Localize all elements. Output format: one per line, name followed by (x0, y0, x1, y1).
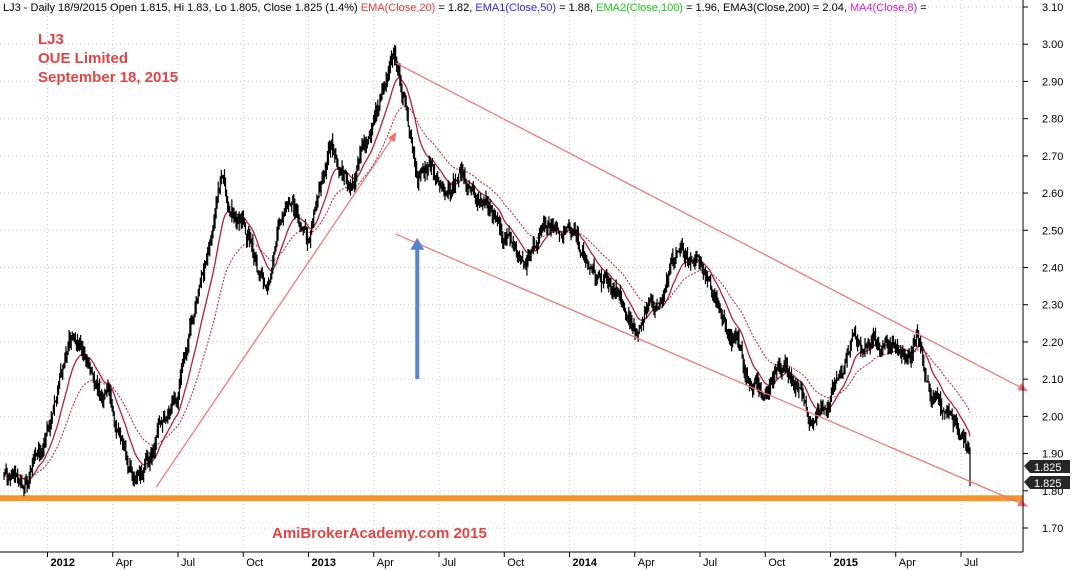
header-ticker: LJ3 (3, 2, 21, 14)
y-tick-label: 2.00 (1042, 411, 1063, 423)
header-ema50-label: EMA1(Close,50) (475, 2, 556, 14)
y-tick-label: 1.90 (1042, 449, 1063, 461)
header-ema100-value: = 1.96, (683, 2, 723, 14)
ema-50-line (3, 106, 971, 478)
x-tick-label: 2012 (51, 557, 75, 569)
header-ma8-label: MA4(Close,8) (850, 2, 917, 14)
x-tick-label: Jul (964, 557, 978, 569)
moving-average-lines (3, 76, 971, 482)
x-tick-label: Jul (703, 557, 717, 569)
x-tick-label: 2013 (312, 557, 336, 569)
y-tick-label: 2.40 (1042, 263, 1063, 275)
header-ma8-value: = (917, 2, 926, 14)
y-tick-label: 2.80 (1042, 114, 1063, 126)
trend-lines (155, 62, 1029, 507)
last-price-tag (1024, 460, 1070, 473)
x-tick-label: Apr (377, 557, 394, 569)
trend-line-channel-lower (395, 233, 1029, 507)
close-price-tag (1024, 476, 1070, 489)
y-tick-label: 2.90 (1042, 76, 1063, 88)
annotation-date: September 18, 2015 (38, 69, 178, 86)
y-tick-label: 2.70 (1042, 151, 1063, 163)
x-tick-label: Oct (507, 557, 524, 569)
header-ema50-value: = 1.88, (556, 2, 596, 14)
up-arrow (410, 237, 425, 380)
price-bars (3, 44, 971, 497)
header-ema100-label: EMA2(Close,100) (596, 2, 683, 14)
x-tick-label: Jul (442, 557, 456, 569)
last-price-label: 1.825 (1034, 462, 1062, 474)
y-tick-label: 1.70 (1042, 523, 1063, 535)
x-tick-label: Apr (638, 557, 655, 569)
x-tick-label: Apr (899, 557, 916, 569)
y-tick-label: 2.30 (1042, 300, 1063, 312)
annotation-company: OUE Limited (38, 50, 128, 67)
chart-header: LJ3 - Daily 18/9/2015 Open 1.815, Hi 1.8… (3, 2, 927, 14)
x-tick-label: Oct (246, 557, 263, 569)
y-tick-label: 3.00 (1042, 39, 1063, 51)
y-tick-label: 3.10 (1042, 2, 1063, 14)
close-price-label: 1.825 (1034, 478, 1062, 490)
watermark: AmiBrokerAcademy.com 2015 (272, 525, 487, 542)
annotation-ticker: LJ3 (38, 31, 64, 48)
y-tick-label: 2.60 (1042, 188, 1063, 200)
header-summary: - Daily 18/9/2015 Open 1.815, Hi 1.83, L… (21, 2, 361, 14)
trend-line-channel-upper (395, 62, 1029, 392)
trend-line-uptrend (155, 131, 397, 488)
ema-20-line (3, 76, 971, 482)
x-tick-label: 2015 (834, 557, 858, 569)
price-tags: 1.825 1.825 (1024, 460, 1070, 490)
y-tick-label: 2.20 (1042, 337, 1063, 349)
x-tick-label: Jul (181, 557, 195, 569)
x-tick-label: 2014 (573, 557, 598, 569)
header-ema200-label: EMA3(Close,200) (723, 2, 810, 14)
grid (0, 0, 1023, 552)
x-axis: 2012 Apr Jul Oct 2013 Apr Jul Oct 2014 Apr Jul Oct 2… (47, 552, 978, 569)
header-ema20-value: = 1.82, (435, 2, 475, 14)
y-tick-label: 2.50 (1042, 225, 1063, 237)
y-tick-label: 2.10 (1042, 374, 1063, 386)
up-arrow-head (410, 237, 425, 250)
header-ema200-value: = 2.04, (810, 2, 850, 14)
header-ema20-label: EMA(Close,20) (361, 2, 436, 14)
x-tick-label: Oct (768, 557, 785, 569)
x-tick-label: Apr (116, 557, 133, 569)
